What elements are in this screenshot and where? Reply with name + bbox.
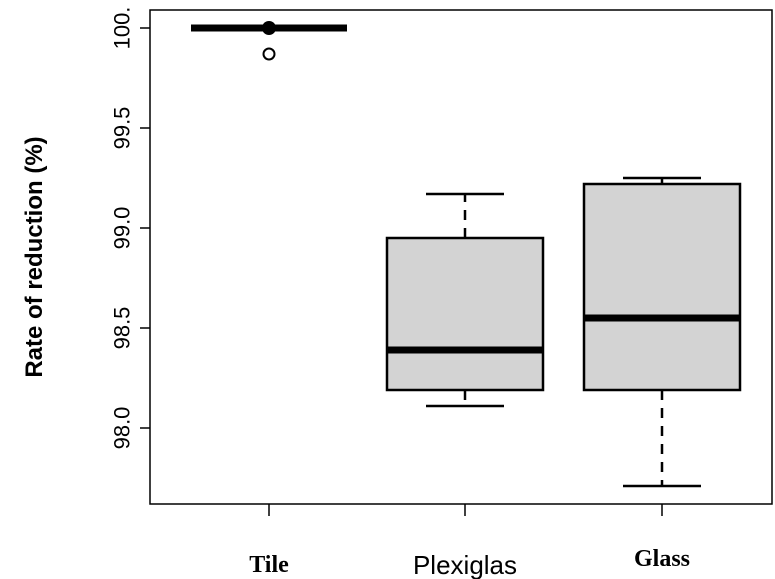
y-axis: 98.0 98.5 99.0 99.5 100. (110, 7, 150, 450)
plot-frame (149, 9, 773, 505)
y-tick-label-0: 98.0 (110, 407, 135, 450)
y-tick-label-2: 99.0 (110, 207, 135, 250)
x-category-label-glass: Glass (634, 546, 690, 572)
outlier-point-0 (262, 47, 276, 61)
box-iqr (385, 236, 545, 392)
x-axis: Tile Plexiglas Glass (249, 504, 690, 579)
box-plexiglas (385, 192, 545, 408)
y-axis-label: Rate of reduction (%) (21, 136, 48, 377)
y-tick-label-1: 98.5 (110, 307, 135, 350)
median-point (262, 21, 276, 35)
boxes (191, 21, 742, 488)
box-glass (582, 176, 742, 488)
y-tick-label-3: 99.5 (110, 107, 135, 150)
box-tile (191, 21, 347, 61)
x-category-label-tile: Tile (249, 552, 289, 578)
box-iqr (582, 182, 742, 392)
y-tick-label-4: 100. (110, 7, 135, 50)
x-category-label-plexiglas: Plexiglas (413, 550, 517, 579)
